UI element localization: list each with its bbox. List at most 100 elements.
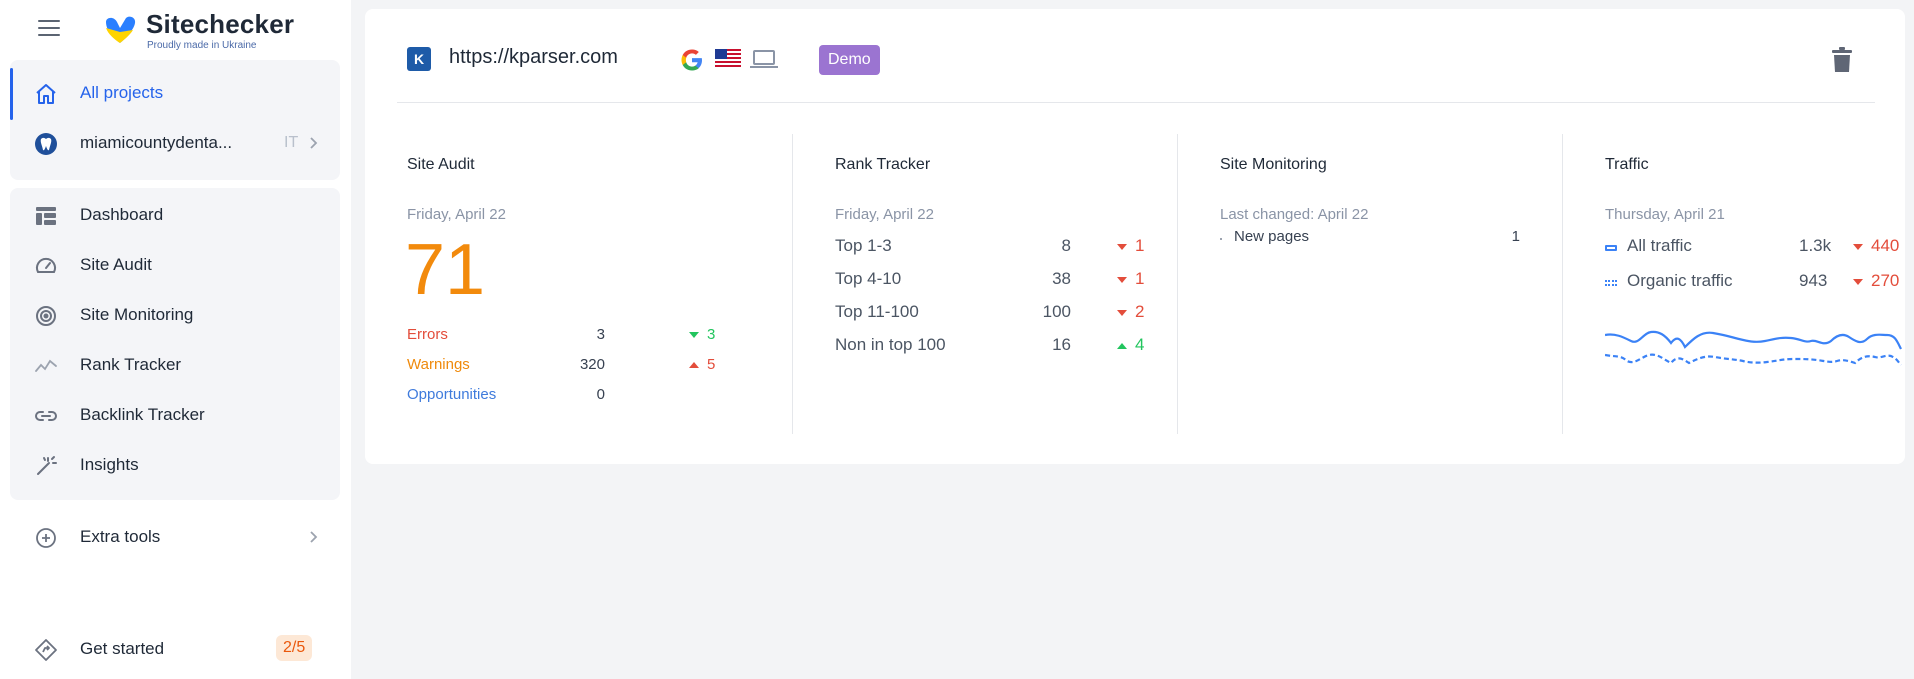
- rank-tracker-date: Friday, April 22: [835, 206, 934, 223]
- traffic-row: Organic traffic 943 270: [1605, 271, 1914, 295]
- audit-delta: 5: [689, 356, 715, 373]
- nav-get-started[interactable]: Get started 2/5: [10, 626, 340, 672]
- audit-row-errors[interactable]: Errors 3 3: [407, 326, 727, 348]
- traffic-widget[interactable]: Traffic Thursday, April 21 All traffic 1…: [1562, 134, 1914, 434]
- hamburger-menu-icon[interactable]: [38, 20, 60, 38]
- dashboard-icon: [36, 207, 56, 225]
- trash-icon[interactable]: [1831, 47, 1853, 73]
- brand-tagline: Proudly made in Ukraine: [147, 40, 257, 51]
- rank-delta: 1: [1117, 269, 1144, 289]
- audit-delta: 3: [689, 326, 715, 343]
- link-icon: [35, 411, 57, 421]
- desktop-device-icon: [750, 50, 778, 68]
- us-flag-icon: [715, 49, 741, 69]
- rank-label: Top 11-100: [835, 302, 919, 321]
- rank-tracker-widget[interactable]: Rank Tracker Friday, April 22 Top 1-3 8 …: [792, 134, 1177, 434]
- traffic-row: All traffic 1.3k 440: [1605, 236, 1914, 260]
- rank-value: 8: [1061, 236, 1071, 255]
- nav-site-audit-label: Site Audit: [80, 255, 152, 274]
- audit-label: Opportunities: [407, 386, 497, 403]
- traffic-delta: 270: [1853, 271, 1899, 291]
- rank-row: Top 11-100 100 2: [835, 302, 1155, 326]
- compass-diamond-icon: [35, 639, 57, 661]
- site-monitoring-date: Last changed: April 22: [1220, 206, 1369, 223]
- rank-row: Non in top 100 16 4: [835, 335, 1155, 359]
- traffic-sparkline: [1605, 330, 1902, 366]
- nav-insights[interactable]: Insights: [10, 442, 340, 488]
- site-favicon: K: [407, 47, 431, 71]
- nav-dashboard[interactable]: Dashboard: [10, 192, 340, 238]
- nav-backlink-tracker-label: Backlink Tracker: [80, 405, 205, 424]
- chevron-right-icon: [310, 137, 318, 149]
- site-audit-score: 71: [405, 230, 486, 310]
- rank-delta: 4: [1117, 335, 1144, 355]
- traffic-value: 943: [1799, 271, 1828, 290]
- tooth-logo-icon: [35, 133, 57, 155]
- chevron-right-icon: [310, 531, 318, 543]
- nav-site-audit[interactable]: Site Audit: [10, 242, 340, 288]
- nav-site-monitoring-label: Site Monitoring: [80, 305, 194, 324]
- nav-dashboard-label: Dashboard: [80, 205, 164, 224]
- solid-line-legend-icon: [1605, 245, 1617, 251]
- all-traffic-line: [1605, 330, 1902, 350]
- heart-logo-icon: [106, 16, 136, 43]
- rank-value: 16: [1052, 335, 1071, 354]
- bullet-dot: [1220, 238, 1222, 240]
- site-audit-date: Friday, April 22: [407, 206, 506, 223]
- monitoring-value: 1: [1511, 228, 1520, 245]
- get-started-progress-badge: 2/5: [276, 635, 313, 661]
- dashed-line-legend-icon: [1605, 280, 1617, 286]
- rank-row: Top 1-3 8 1: [835, 236, 1155, 260]
- nav-rank-tracker-label: Rank Tracker: [80, 355, 182, 374]
- sidebar: Sitechecker Proudly made in Ukraine All …: [0, 0, 351, 679]
- nav-insights-label: Insights: [80, 455, 139, 474]
- audit-value: 3: [596, 326, 605, 343]
- traffic-title: Traffic: [1605, 156, 1649, 173]
- trend-line-icon: [35, 359, 57, 372]
- brand-name: Sitechecker: [146, 9, 295, 39]
- increase-arrow-icon: [1117, 342, 1127, 349]
- magic-wand-icon: [37, 456, 57, 475]
- google-icon: [681, 49, 702, 71]
- tools-group: Dashboard Site Audit Site Monitoring Ran…: [10, 188, 340, 500]
- audit-value: 0: [596, 386, 605, 403]
- demo-badge: Demo: [819, 45, 880, 75]
- site-monitoring-widget[interactable]: Site Monitoring Last changed: April 22 N…: [1177, 134, 1562, 434]
- rank-value: 38: [1052, 269, 1071, 288]
- audit-label: Warnings: [407, 356, 470, 373]
- project-card: K https://kparser.com Demo Site Audit Fr…: [365, 9, 1905, 464]
- traffic-value: 1.3k: [1799, 236, 1832, 255]
- active-indicator: [10, 68, 13, 120]
- project-name: miamicountydenta...: [80, 133, 233, 152]
- radar-icon: [36, 306, 56, 326]
- decrease-arrow-icon: [1853, 243, 1863, 250]
- nav-backlink-tracker[interactable]: Backlink Tracker: [10, 392, 340, 438]
- traffic-label: All traffic: [1627, 236, 1692, 255]
- organic-traffic-line: [1605, 353, 1902, 366]
- nav-rank-tracker[interactable]: Rank Tracker: [10, 342, 340, 388]
- projects-group: All projects miamicountydenta... IT: [10, 60, 340, 180]
- site-audit-title: Site Audit: [407, 156, 475, 173]
- rank-value: 100: [1042, 302, 1071, 321]
- traffic-delta: 440: [1853, 236, 1899, 256]
- site-audit-widget[interactable]: Site Audit Friday, April 22 71 Errors 3 …: [405, 134, 792, 434]
- project-language-tag: IT: [284, 134, 299, 151]
- audit-row-warnings[interactable]: Warnings 320 5: [407, 356, 727, 378]
- nav-project[interactable]: miamicountydenta... IT: [10, 120, 340, 166]
- nav-site-monitoring[interactable]: Site Monitoring: [10, 292, 340, 338]
- audit-row-opportunities[interactable]: Opportunities 0: [407, 386, 727, 408]
- rank-label: Non in top 100: [835, 335, 946, 354]
- rank-tracker-title: Rank Tracker: [835, 156, 931, 173]
- rank-row: Top 4-10 38 1: [835, 269, 1155, 293]
- project-url[interactable]: https://kparser.com: [449, 46, 618, 68]
- decrease-arrow-icon: [1117, 243, 1127, 250]
- traffic-date: Thursday, April 21: [1605, 206, 1725, 223]
- nav-extra-tools-label: Extra tools: [80, 527, 161, 546]
- decrease-arrow-icon: [1117, 309, 1127, 316]
- monitoring-label: New pages: [1234, 228, 1310, 245]
- project-card-header: K https://kparser.com Demo: [365, 9, 1905, 101]
- nav-all-projects[interactable]: All projects: [10, 70, 340, 116]
- nav-extra-tools[interactable]: Extra tools: [10, 514, 340, 560]
- nav-all-projects-label: All projects: [80, 83, 164, 102]
- site-monitoring-title: Site Monitoring: [1220, 156, 1327, 173]
